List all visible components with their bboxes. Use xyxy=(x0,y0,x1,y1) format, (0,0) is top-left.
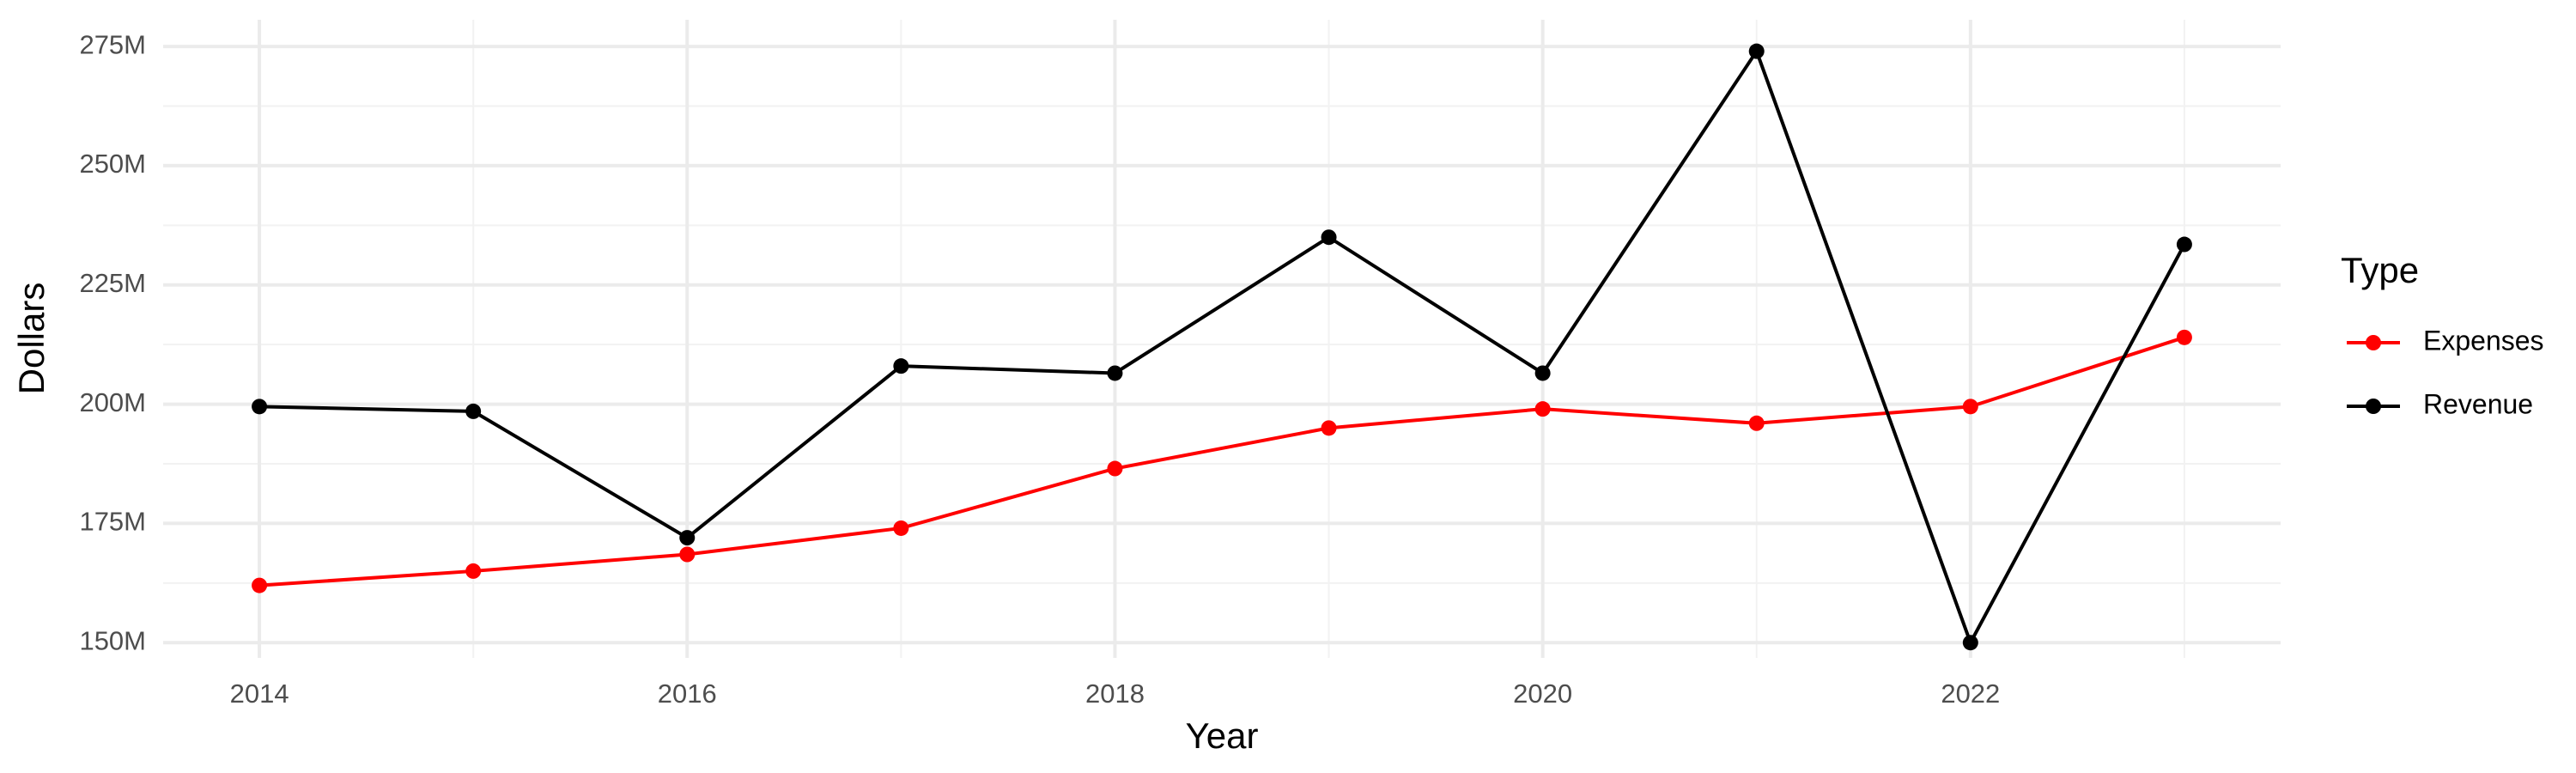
line xyxy=(258,335,2185,587)
point xyxy=(1321,420,1337,436)
y-tick-label: 175M xyxy=(79,507,146,537)
legend-label: Revenue xyxy=(2423,388,2533,419)
y-tick-label: 250M xyxy=(79,149,146,179)
x-tick-label: 2018 xyxy=(1085,679,1145,709)
point xyxy=(252,399,268,415)
point xyxy=(1534,401,1551,417)
point xyxy=(2176,329,2192,345)
point xyxy=(1748,415,1765,431)
x-axis-title: Year xyxy=(1186,715,1259,756)
point xyxy=(1321,229,1337,246)
legend-key-point xyxy=(2366,399,2381,414)
point xyxy=(465,563,482,579)
x-tick-label: 2022 xyxy=(1941,679,2000,709)
point xyxy=(1962,635,1978,651)
y-tick-label: 225M xyxy=(79,268,146,298)
legend-title: Type xyxy=(2341,250,2419,290)
point xyxy=(465,403,482,419)
x-tick-label: 2014 xyxy=(230,679,289,709)
y-tick-label: 275M xyxy=(79,29,146,59)
point xyxy=(1962,399,1978,415)
point xyxy=(893,358,909,374)
line xyxy=(259,47,2186,648)
point xyxy=(679,530,696,546)
point xyxy=(1107,365,1123,381)
y-axis-title: Dollars xyxy=(11,283,52,395)
point xyxy=(1748,43,1765,59)
y-tick-label: 150M xyxy=(79,625,146,655)
legend-label: Expenses xyxy=(2423,325,2544,356)
point xyxy=(1107,460,1123,477)
legend-key-point xyxy=(2366,335,2381,350)
y-tick-label: 200M xyxy=(79,387,146,417)
point xyxy=(679,546,696,563)
point xyxy=(893,520,909,536)
point xyxy=(2176,236,2192,253)
x-tick-label: 2020 xyxy=(1513,679,1572,709)
point xyxy=(252,577,268,593)
x-tick-label: 2016 xyxy=(658,679,717,709)
point xyxy=(1534,365,1551,381)
